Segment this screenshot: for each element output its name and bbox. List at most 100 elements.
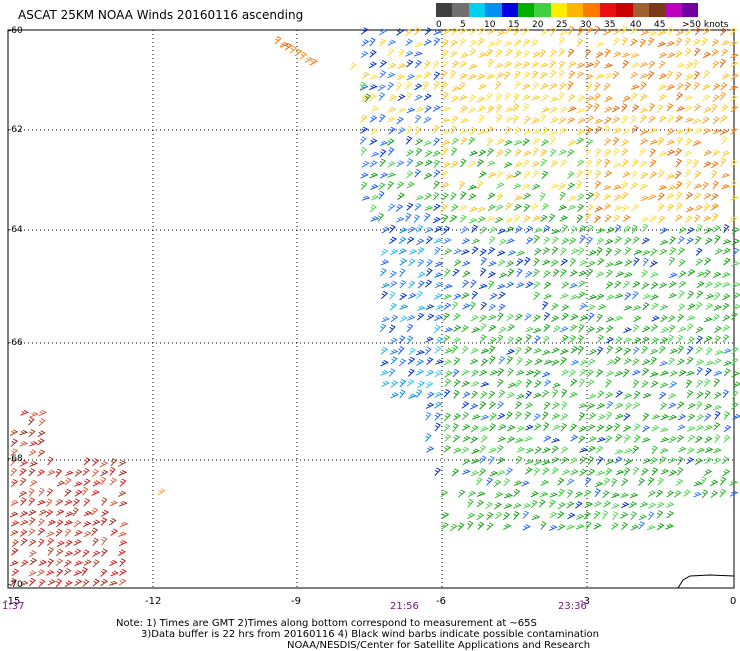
wind-barb — [557, 501, 566, 510]
wind-barb — [620, 492, 630, 499]
wind-barb — [389, 236, 398, 244]
wind-barb — [685, 179, 692, 189]
wind-barb — [624, 448, 634, 454]
wind-barb — [631, 125, 639, 134]
wind-barb — [459, 128, 469, 135]
wind-barb — [579, 468, 588, 477]
wind-barb — [621, 158, 629, 168]
wind-barb — [595, 158, 603, 167]
wind-barb — [525, 447, 535, 454]
wind-barb — [687, 336, 696, 344]
wind-barb — [560, 293, 570, 299]
wind-barb — [632, 466, 640, 476]
wind-barb — [452, 337, 462, 344]
wind-barb — [522, 510, 530, 520]
wind-barb — [576, 180, 583, 190]
lon-label-6: -6 — [436, 596, 446, 607]
wind-barb — [496, 72, 505, 79]
graticule — [8, 30, 734, 588]
wind-barb — [516, 268, 523, 278]
wind-barb — [576, 169, 584, 179]
wind-barb — [450, 125, 457, 135]
wind-barb — [486, 73, 496, 80]
wind-barb — [676, 136, 683, 146]
wind-barb — [578, 435, 586, 444]
wind-barb — [524, 402, 534, 409]
wind-barb — [480, 301, 488, 311]
wind-barb — [405, 91, 413, 101]
wind-barb — [568, 25, 575, 35]
wind-barb — [405, 38, 414, 47]
wind-barb — [498, 303, 506, 312]
wind-barb — [451, 60, 460, 69]
wind-barb — [406, 181, 415, 189]
wind-barb — [451, 85, 461, 92]
wind-barb — [633, 257, 640, 266]
wind-barb — [480, 381, 490, 388]
wind-barb — [433, 29, 443, 36]
wind-barb — [712, 116, 720, 125]
wind-barb — [425, 411, 432, 421]
wind-barb — [630, 26, 638, 35]
wind-barb — [524, 459, 535, 465]
wind-barb — [471, 458, 481, 464]
wind-barb — [585, 520, 592, 530]
wind-barb — [714, 349, 724, 356]
wind-barb — [433, 293, 443, 300]
wind-barb — [657, 29, 667, 36]
wind-barb — [713, 370, 723, 377]
wind-barb — [712, 225, 721, 233]
wind-barb — [451, 115, 459, 125]
wind-barb — [639, 93, 648, 102]
wind-barb — [73, 570, 83, 576]
wind-barb — [479, 444, 487, 453]
wind-barb — [632, 346, 640, 355]
wind-barb — [533, 413, 541, 422]
wind-barb — [587, 304, 596, 311]
wind-barb — [667, 114, 675, 124]
wind-barb — [613, 127, 623, 135]
wind-barb — [541, 202, 550, 211]
wind-barb — [513, 511, 520, 520]
wind-barb — [552, 401, 560, 410]
legend-swatch — [681, 3, 698, 17]
wind-barb — [584, 148, 592, 158]
wind-barb — [551, 302, 559, 311]
wind-barb — [424, 205, 434, 211]
wind-barb — [639, 73, 649, 79]
wind-barb — [494, 216, 504, 224]
wind-barb — [549, 148, 557, 157]
wind-barb — [558, 69, 565, 79]
wind-barb — [435, 359, 445, 365]
wind-barb — [399, 304, 409, 310]
wind-barb — [515, 369, 525, 376]
wind-barb — [496, 401, 505, 410]
wind-barb — [658, 456, 667, 465]
wind-barb — [538, 499, 546, 508]
wind-barb — [623, 305, 633, 311]
wind-barb — [651, 467, 659, 476]
wind-barb — [669, 246, 677, 256]
wind-barb — [587, 224, 595, 233]
wind-barb — [613, 205, 623, 211]
wind-barb — [461, 369, 470, 376]
wind-barb — [570, 294, 580, 300]
wind-barb — [467, 520, 474, 530]
wind-barb — [639, 160, 648, 168]
wind-barb — [677, 413, 687, 421]
wind-barb — [641, 282, 650, 290]
wind-barb — [552, 325, 561, 333]
wind-barb — [476, 73, 486, 81]
wind-barb — [379, 70, 387, 79]
wind-barb — [659, 239, 669, 246]
wind-barb — [505, 467, 514, 476]
legend-swatch — [632, 3, 649, 17]
wind-barb — [550, 117, 559, 124]
wind-barb — [613, 356, 621, 365]
wind-barb — [532, 137, 541, 145]
wind-barb — [379, 268, 387, 277]
wind-barb — [561, 281, 570, 289]
wind-barb — [596, 237, 605, 245]
wind-barb — [632, 280, 641, 288]
wind-barb — [711, 48, 719, 57]
